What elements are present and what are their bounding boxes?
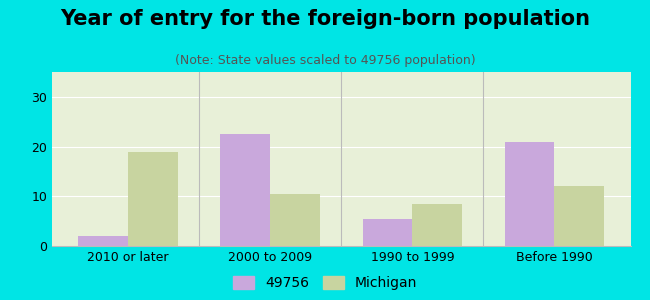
Bar bbox=[412, 204, 462, 246]
Bar bbox=[220, 134, 270, 246]
Bar bbox=[270, 194, 320, 246]
Bar bbox=[554, 186, 604, 246]
Legend: 49756, Michigan: 49756, Michigan bbox=[233, 276, 417, 290]
Bar bbox=[363, 219, 412, 246]
Bar bbox=[504, 142, 554, 246]
Text: Year of entry for the foreign-born population: Year of entry for the foreign-born popul… bbox=[60, 9, 590, 29]
Text: (Note: State values scaled to 49756 population): (Note: State values scaled to 49756 popu… bbox=[175, 54, 475, 67]
Bar bbox=[78, 236, 128, 246]
Bar bbox=[128, 152, 178, 246]
